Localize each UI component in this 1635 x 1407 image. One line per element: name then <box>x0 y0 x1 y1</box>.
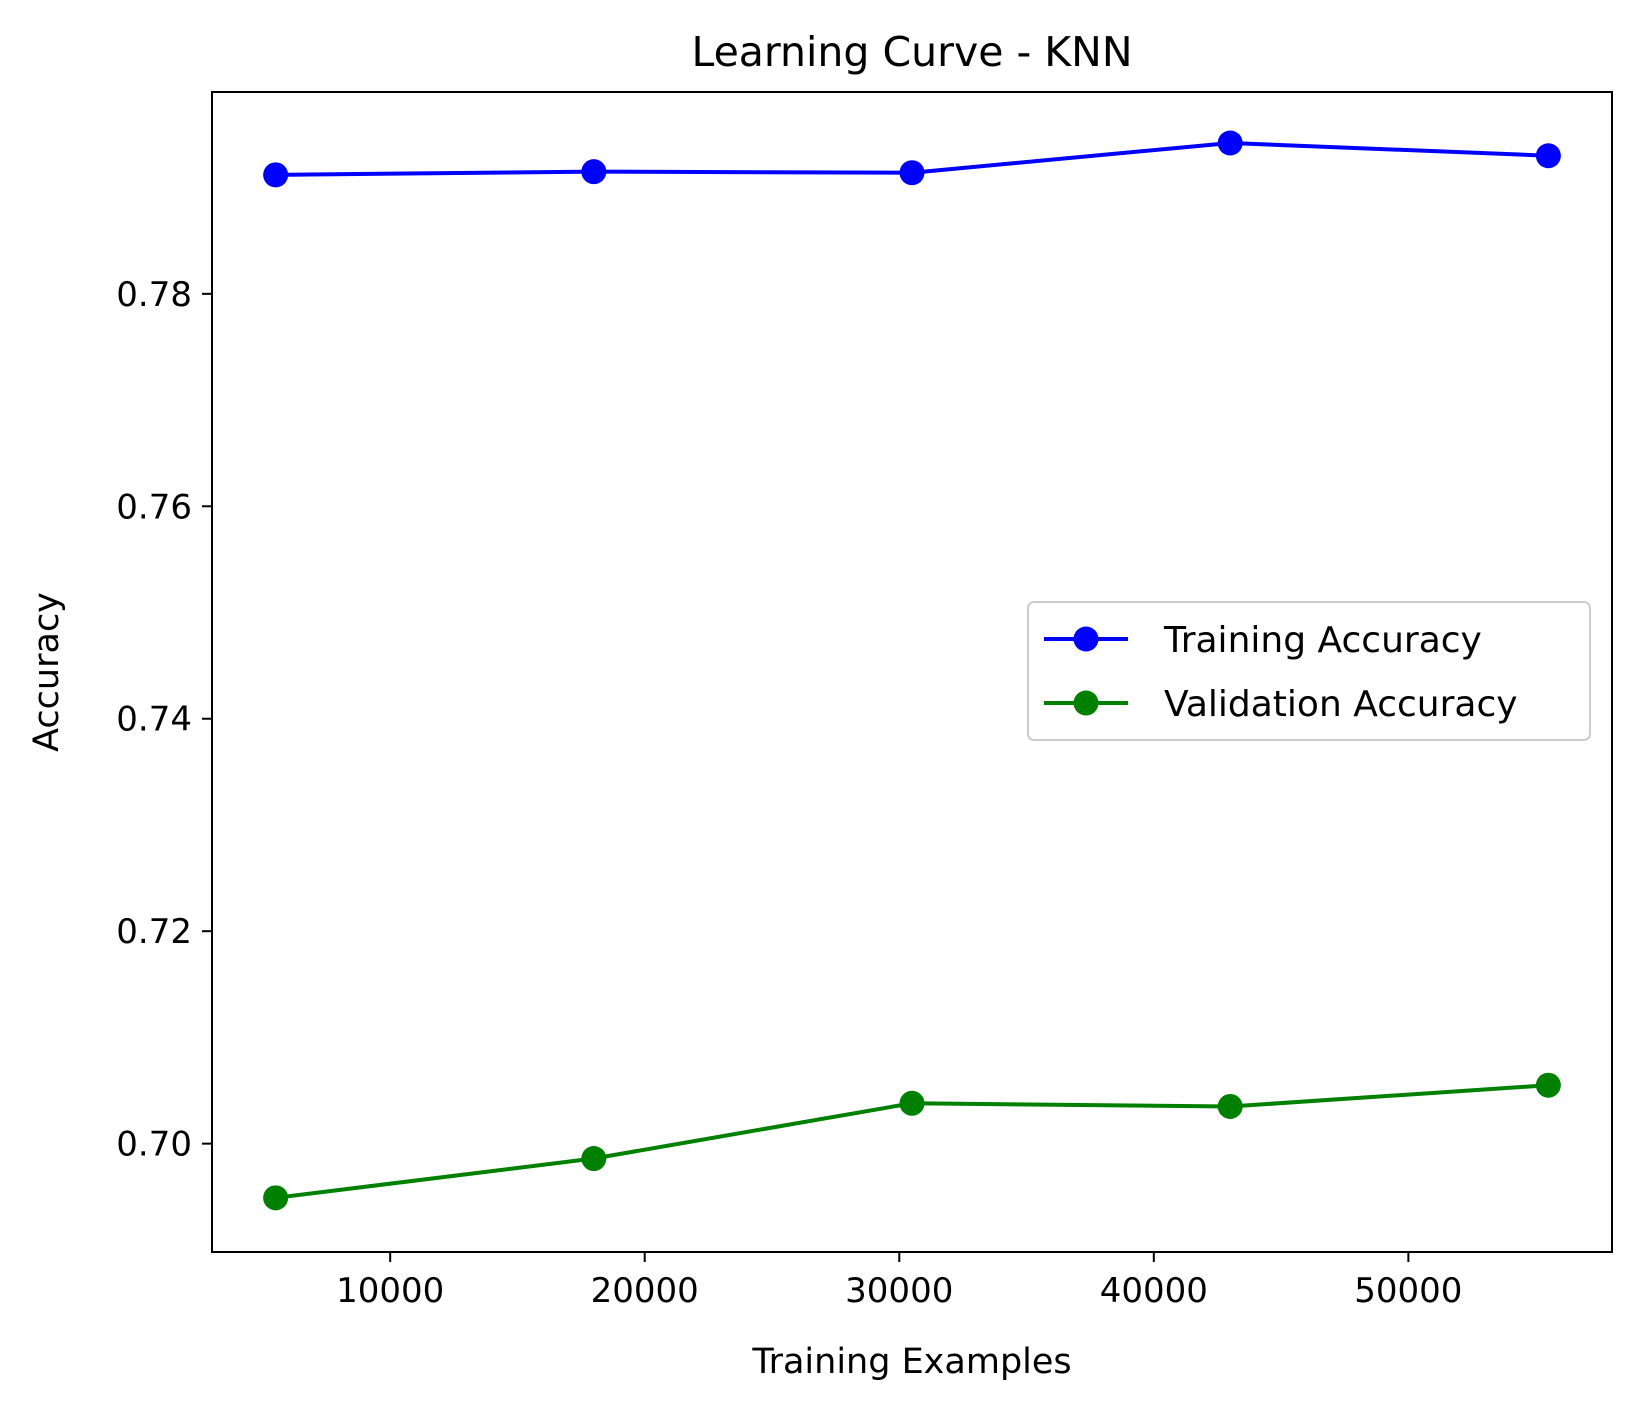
data-point <box>1535 143 1561 169</box>
x-axis-ticks: 10000 20000 30000 40000 50000 <box>336 1252 1462 1311</box>
y-tick-label: 0.72 <box>116 912 192 952</box>
legend-entry: Validation Accuracy <box>1044 684 1518 725</box>
data-point <box>581 159 607 185</box>
data-point <box>263 162 289 188</box>
x-tick-label: 40000 <box>1100 1271 1208 1311</box>
legend: Training Accuracy Validation Accuracy <box>1027 601 1591 741</box>
legend-label: Training Accuracy <box>1163 620 1482 661</box>
legend-label: Validation Accuracy <box>1164 684 1518 725</box>
data-point <box>1217 1093 1243 1119</box>
data-point <box>263 1185 289 1211</box>
x-tick-label: 30000 <box>845 1271 953 1311</box>
x-tick-label: 50000 <box>1354 1271 1462 1311</box>
data-point <box>899 1090 925 1116</box>
x-tick-label: 20000 <box>591 1271 699 1311</box>
data-point <box>581 1146 607 1172</box>
legend-entry: Training Accuracy <box>1044 620 1482 661</box>
y-axis-title: Accuracy <box>27 592 67 752</box>
y-axis-ticks: 0.70 0.72 0.74 0.76 0.78 <box>116 275 212 1165</box>
series-validation <box>263 1072 1561 1211</box>
data-point <box>899 160 925 186</box>
series-training <box>263 130 1561 188</box>
y-tick-label: 0.70 <box>116 1125 192 1165</box>
y-tick-label: 0.76 <box>116 487 192 527</box>
x-axis-title: Training Examples <box>751 1342 1071 1382</box>
y-tick-label: 0.74 <box>116 700 192 740</box>
plot-frame <box>211 91 1613 1253</box>
data-point <box>1217 130 1243 156</box>
legend-marker <box>1073 690 1099 716</box>
chart-title: Learning Curve - KNN <box>691 28 1132 76</box>
legend-marker <box>1073 626 1099 652</box>
series-layer <box>263 130 1561 1211</box>
y-tick-label: 0.78 <box>116 275 192 315</box>
x-tick-label: 10000 <box>336 1271 444 1311</box>
legend-box <box>1027 601 1591 741</box>
data-point <box>1535 1072 1561 1098</box>
